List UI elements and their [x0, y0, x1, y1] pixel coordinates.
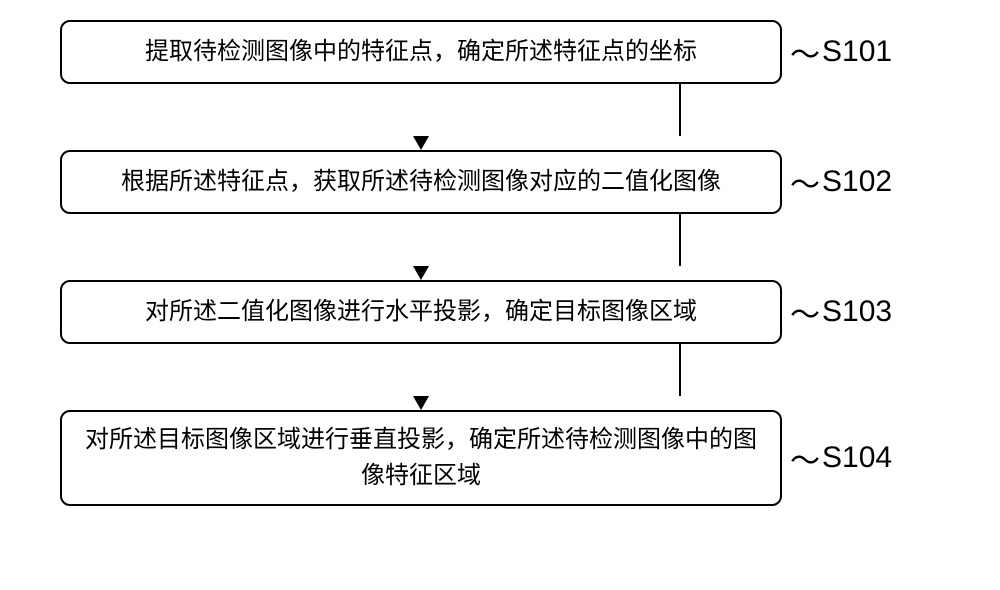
step-row-3: 对所述二值化图像进行水平投影，确定目标图像区域 〜 S103	[60, 280, 940, 344]
step-row-4: 对所述目标图像区域进行垂直投影，确定所述待检测图像中的图像特征区域 〜 S104	[60, 410, 940, 506]
arrow-3	[420, 344, 940, 410]
step-box-s103: 对所述二值化图像进行水平投影，确定目标图像区域	[60, 280, 782, 344]
arrow-2	[420, 214, 940, 280]
arrow-1	[420, 84, 940, 150]
step-text: 对所述二值化图像进行水平投影，确定目标图像区域	[145, 294, 697, 330]
step-row-2: 根据所述特征点，获取所述待检测图像对应的二值化图像 〜 S102	[60, 150, 940, 214]
step-label: S103	[822, 295, 892, 329]
tilde-connector: 〜	[790, 436, 820, 480]
step-row-1: 提取待检测图像中的特征点，确定所述特征点的坐标 〜 S101	[60, 20, 940, 84]
step-label: S101	[822, 35, 892, 69]
flowchart-container: 提取待检测图像中的特征点，确定所述特征点的坐标 〜 S101 根据所述特征点，获…	[60, 20, 940, 506]
step-box-s104: 对所述目标图像区域进行垂直投影，确定所述待检测图像中的图像特征区域	[60, 410, 782, 506]
tilde-connector: 〜	[790, 30, 820, 74]
step-box-s102: 根据所述特征点，获取所述待检测图像对应的二值化图像	[60, 150, 782, 214]
step-text: 提取待检测图像中的特征点，确定所述特征点的坐标	[145, 34, 697, 70]
step-label: S102	[822, 165, 892, 199]
step-box-s101: 提取待检测图像中的特征点，确定所述特征点的坐标	[60, 20, 782, 84]
step-text: 根据所述特征点，获取所述待检测图像对应的二值化图像	[121, 164, 721, 200]
tilde-connector: 〜	[790, 160, 820, 204]
step-label: S104	[822, 441, 892, 475]
tilde-connector: 〜	[790, 290, 820, 334]
step-text: 对所述目标图像区域进行垂直投影，确定所述待检测图像中的图像特征区域	[82, 422, 760, 494]
